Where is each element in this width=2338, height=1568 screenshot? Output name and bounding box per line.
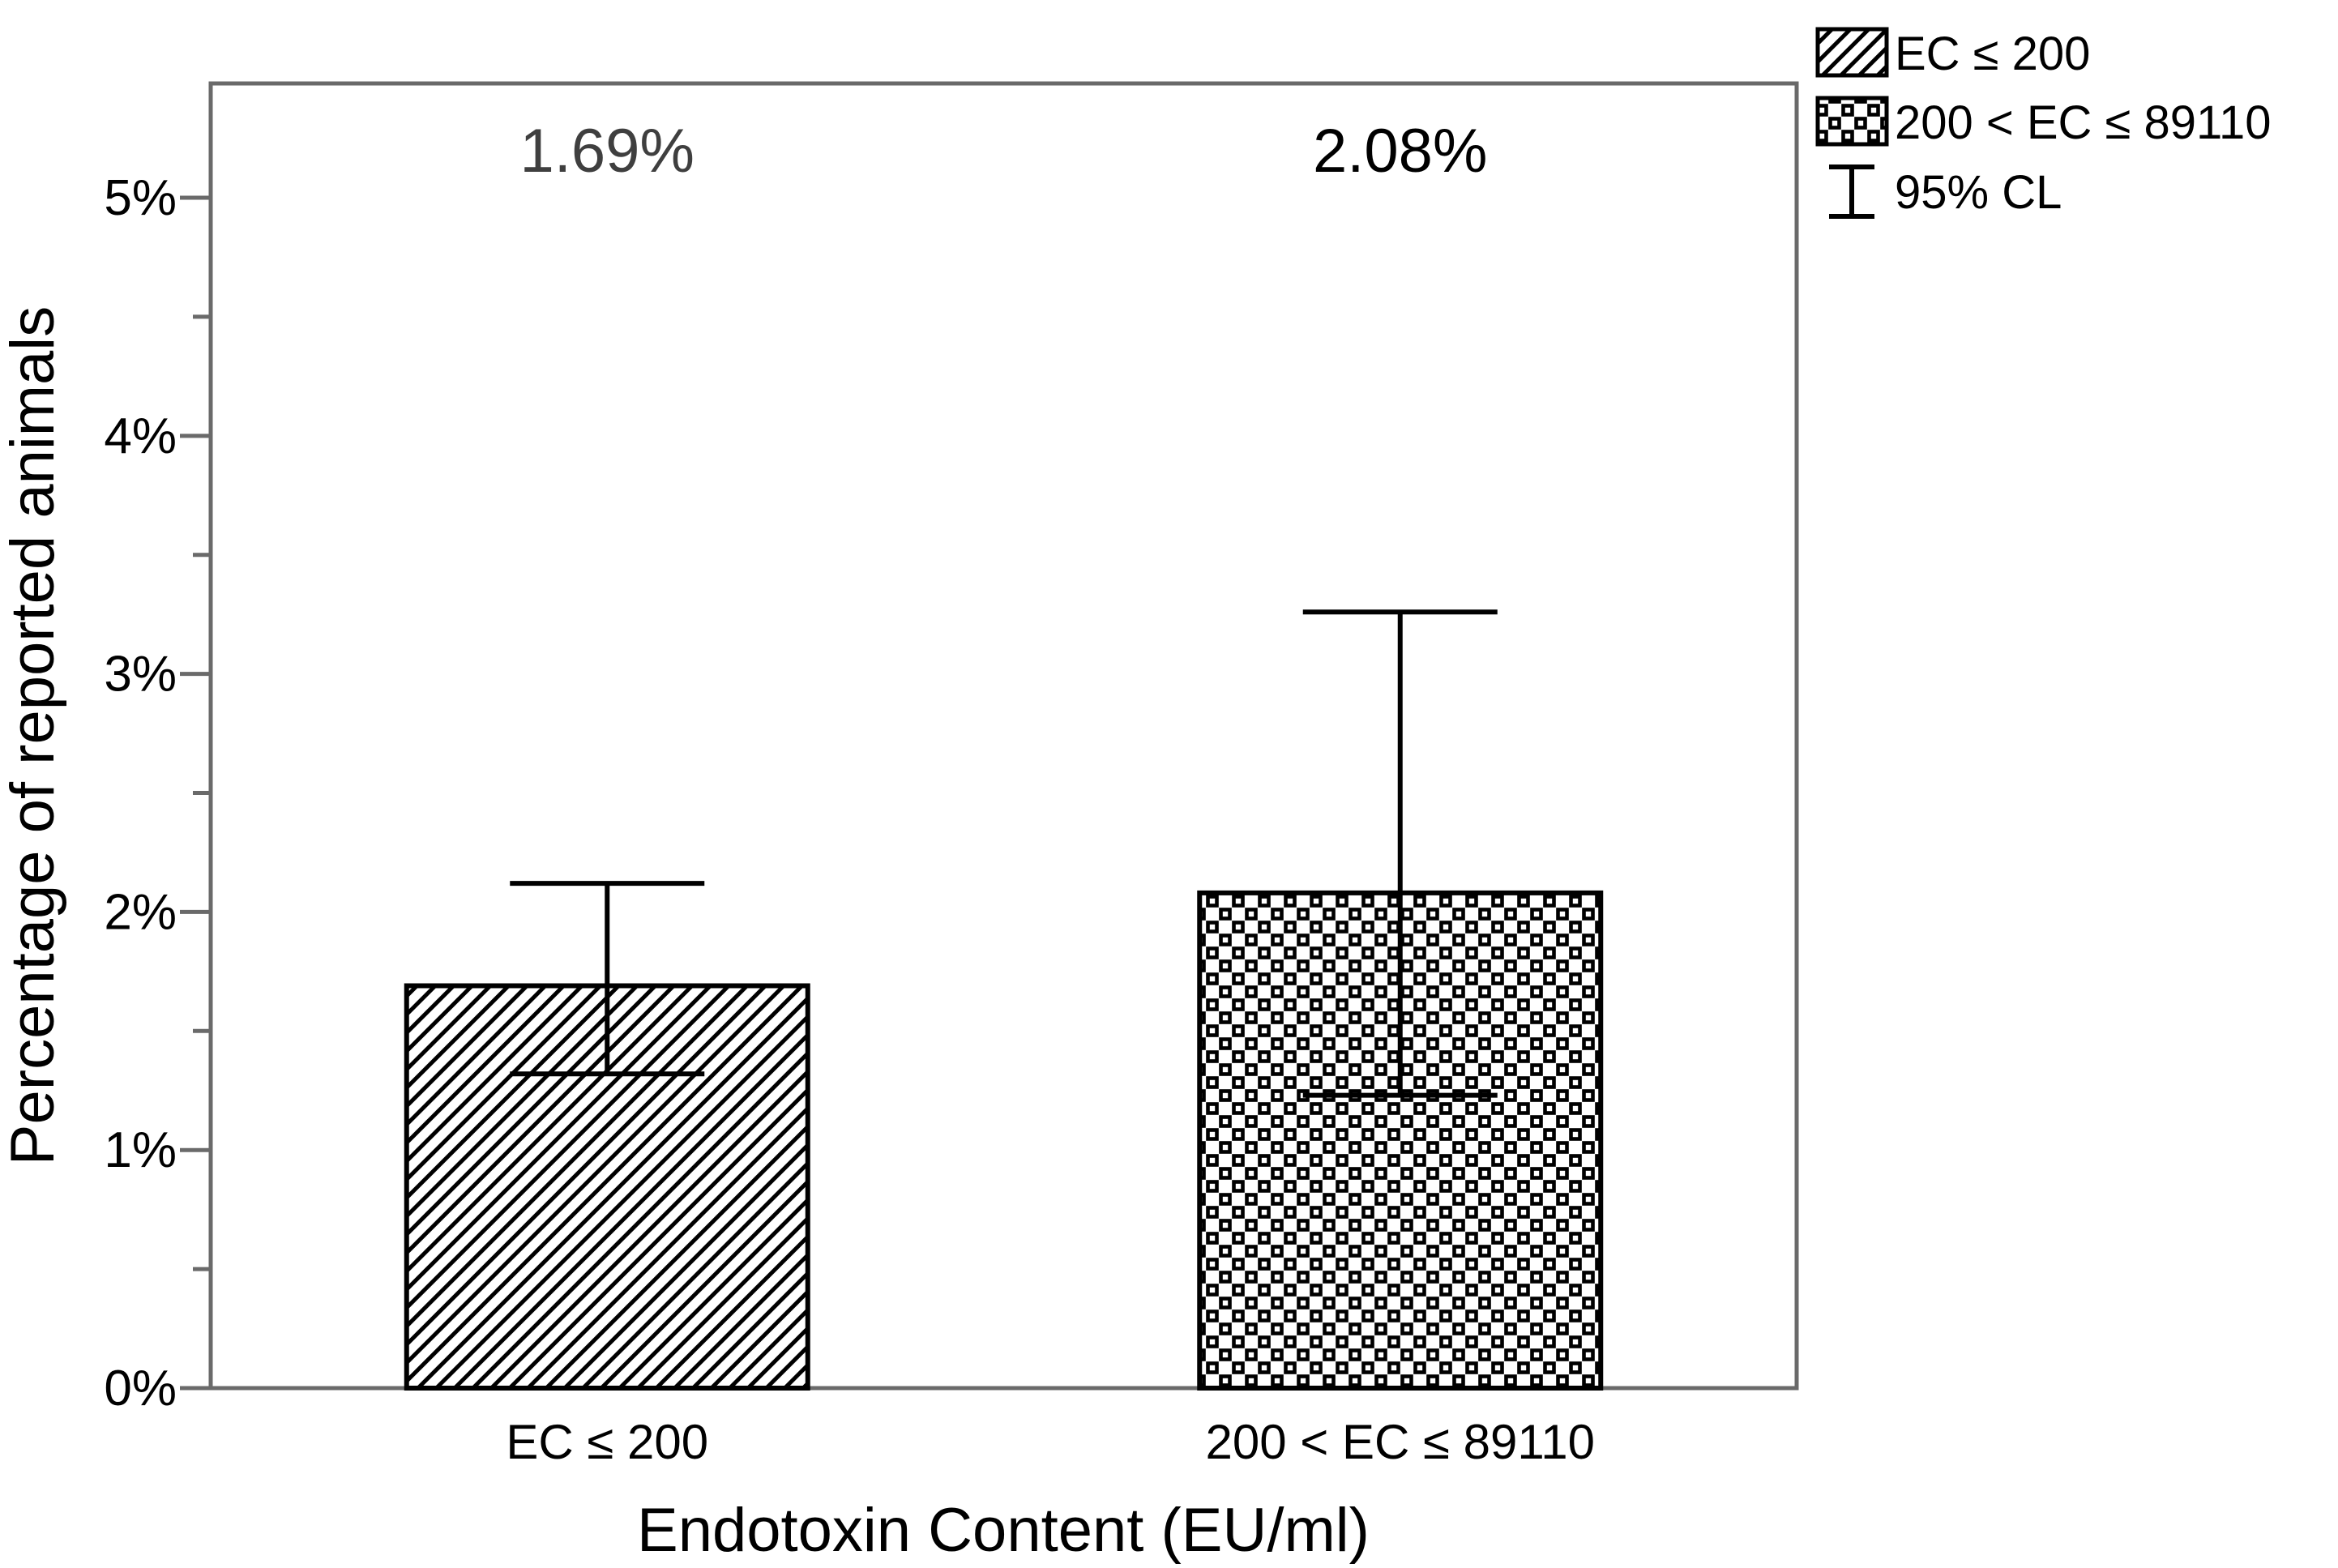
error-bar-2 (1302, 609, 1498, 1098)
y-tick-label-3: 3% (104, 647, 177, 703)
legend-item-hatch: EC ≤ 200 (1815, 27, 2090, 80)
legend-label-hatch: EC ≤ 200 (1895, 28, 2090, 80)
y-tick-label-4: 4% (104, 408, 177, 464)
y-axis-title: Percentage of reported animals (0, 306, 67, 1165)
data-label-bar-1: 1.69% (520, 117, 695, 186)
legend-item-dotted: 200 < EC ≤ 89110 (1815, 96, 2271, 149)
x-category-label-1: EC ≤ 200 (506, 1415, 708, 1469)
error-bar-icon (1829, 164, 1874, 219)
data-label-bar-2: 2.08% (1313, 117, 1488, 186)
x-category-label-2: 200 < EC ≤ 89110 (1206, 1415, 1596, 1469)
y-tick-label-0: 0% (104, 1361, 177, 1416)
legend-label-error-bar: 95% CL (1895, 166, 2062, 219)
bar-series (404, 890, 1604, 1391)
legend-swatch-dotted-icon (1815, 96, 1889, 147)
error-bar-1 (510, 881, 705, 1077)
error-bars (510, 609, 1498, 1098)
legend: EC ≤ 200 200 < EC ≤ 89110 95% CL (1815, 27, 2271, 219)
y-tick-label-1: 1% (104, 1122, 177, 1178)
legend-label-dotted: 200 < EC ≤ 89110 (1895, 96, 2271, 149)
y-tick-label-2: 2% (104, 884, 177, 940)
x-axis-title: Endotoxin Content (EU/ml) (637, 1496, 1370, 1564)
y-axis-ticks (180, 195, 211, 1391)
legend-item-error-bar: 95% CL (1829, 164, 2062, 219)
plot-area-border (208, 81, 1799, 1391)
y-tick-label-5: 5% (104, 170, 177, 226)
legend-swatch-hatch-icon (1815, 27, 1889, 78)
